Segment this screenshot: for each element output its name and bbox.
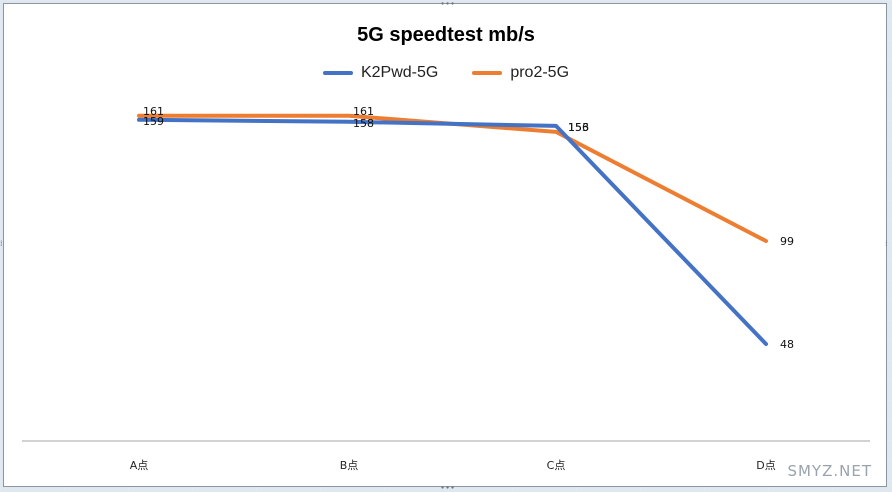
resize-handle-top[interactable]: ∙∙∙ [440,0,456,8]
legend-swatch-k2pwd [322,71,353,75]
legend: K2Pwd-5G pro2-5G [4,64,888,82]
data-label: 99 [780,235,794,248]
x-tick-label: D点 [756,459,775,472]
chart-title: 5G speedtest mb/s [357,24,535,46]
data-label: 159 [143,115,164,128]
resize-handle-left[interactable]: ⁞ [0,239,3,248]
resize-handle-bottom[interactable]: ∙∙∙ [440,483,456,492]
legend-label-pro2: pro2-5G [510,64,570,81]
data-label: 158 [353,117,374,130]
data-label: 161 [143,105,164,118]
legend-item-pro2: pro2-5G [472,64,569,82]
data-label: 161 [353,105,374,118]
legend-item-k2pwd: K2Pwd-5G [322,64,439,82]
data-label: 156 [568,121,589,134]
x-tick-label: A点 [130,459,149,472]
watermark: SMYZ.NET [787,462,872,480]
x-tick-label: C点 [547,459,566,472]
data-label: 153 [568,121,589,134]
legend-swatch-pro2 [472,71,503,75]
legend-label-k2pwd: K2Pwd-5G [360,64,439,81]
chart-area[interactable]: 5G speedtest mb/s K2Pwd-5G pro2-5G A点 B点 C… [3,3,887,487]
series-line-k2pwd[interactable] [137,117,768,346]
plot-area: A点 B点 C点 D点 159 158 156 48 161 161 153 99 [22,105,870,472]
x-tick-label: B点 [340,459,359,472]
data-label: 48 [780,338,794,351]
series-line-pro2[interactable] [137,113,768,243]
resize-handle-right[interactable]: ⁞ [885,239,888,248]
